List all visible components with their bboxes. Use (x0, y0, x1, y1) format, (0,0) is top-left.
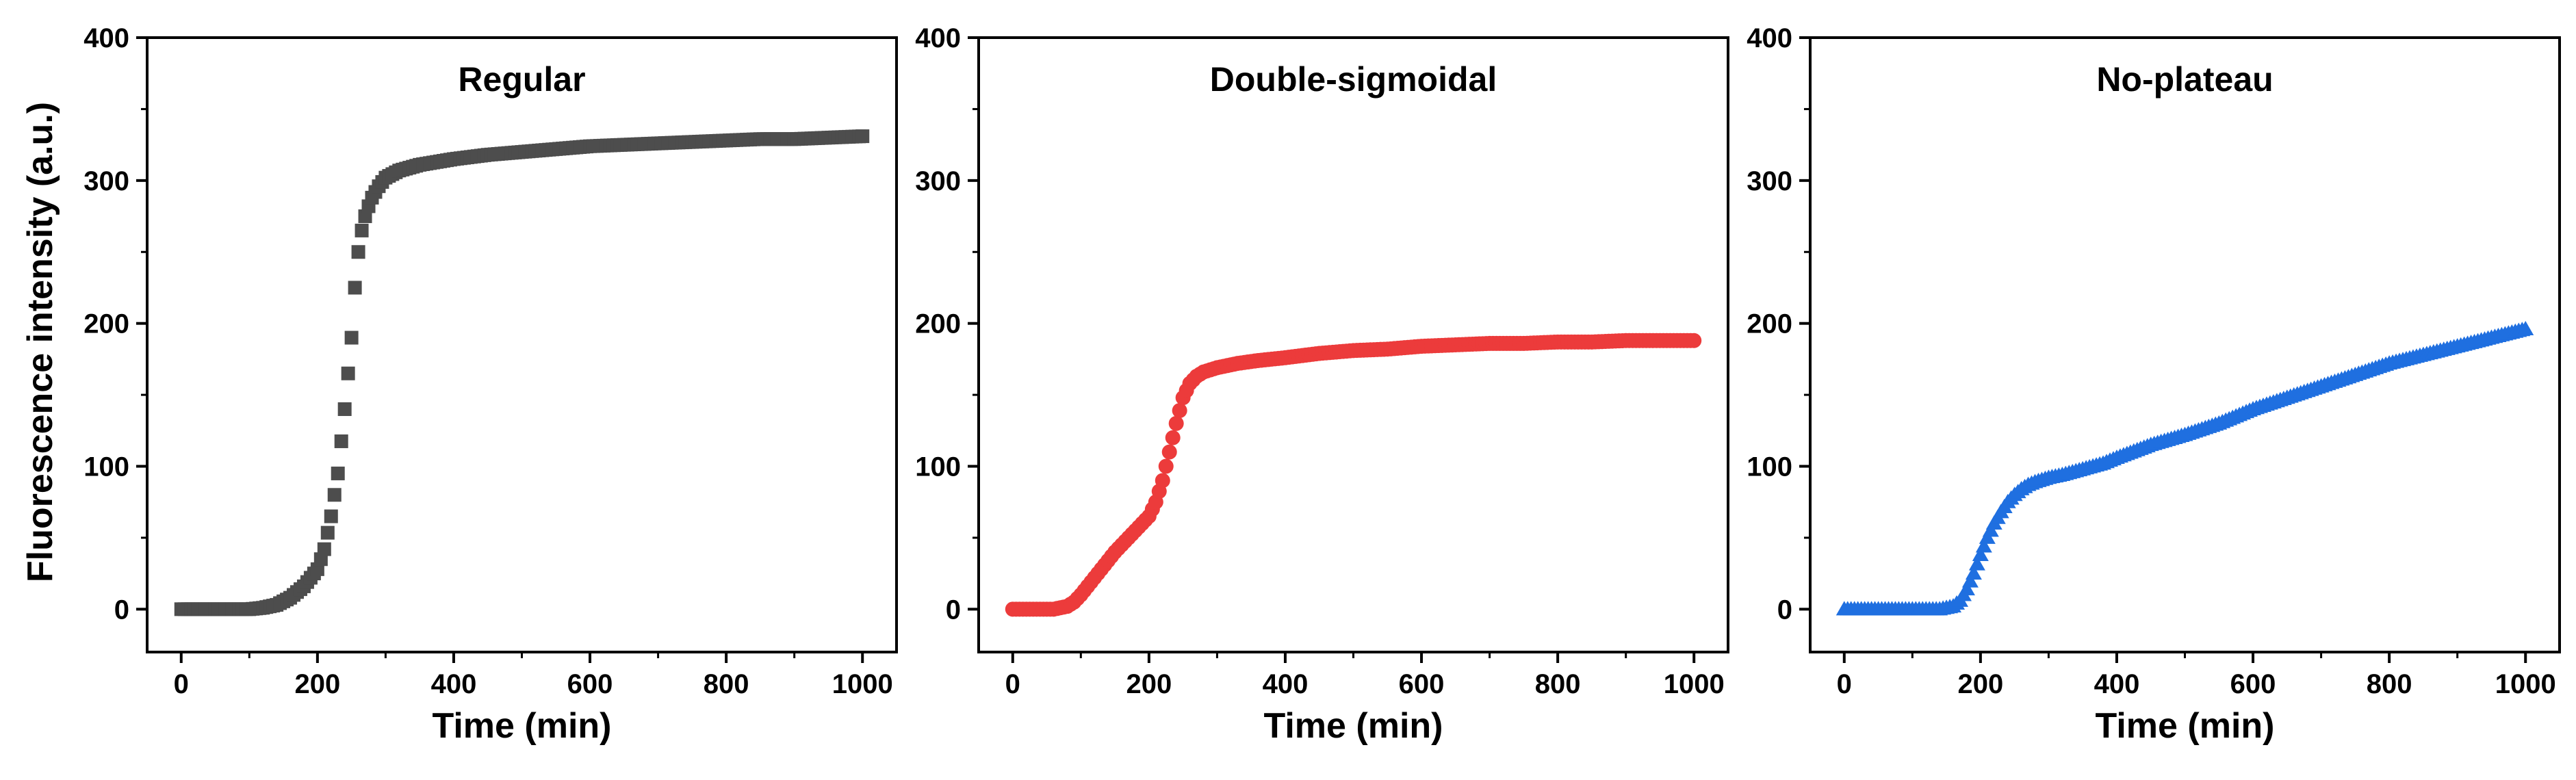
x-tick-label: 0 (1837, 669, 1852, 699)
chart-panel-2: 0 200 400 600 800 1000 0 100 200 300 400 Double-sig… (915, 23, 1729, 746)
data-point (327, 488, 342, 502)
x-tick-label: 1000 (1664, 669, 1725, 699)
x-tick-label: 400 (431, 669, 477, 699)
x-tick-label: 200 (1957, 669, 2003, 699)
data-point (334, 434, 348, 448)
data-series-circle (1005, 333, 1702, 617)
data-point (344, 330, 359, 345)
data-point (337, 402, 352, 416)
y-tick-label: 0 (946, 595, 961, 625)
data-point (1961, 573, 1979, 588)
y-axis-title: Fluorescence intensity (a.u.) (21, 102, 60, 582)
x-tick-label: 600 (1399, 669, 1445, 699)
chart-panel-3: 0 200 400 600 800 1000 0 100 200 300 400 No-plateau… (1747, 23, 2561, 746)
y-tick-label: 100 (83, 452, 129, 482)
data-point (1155, 473, 1170, 489)
y-tick-label: 100 (1747, 452, 1792, 482)
chart-panel-1: 0 200 400 600 800 1000 0 100 200 300 400 Regular Tim… (83, 23, 898, 746)
data-point (1172, 403, 1187, 419)
x-tick-label: 0 (1005, 669, 1020, 699)
panel-title: No-plateau (2096, 60, 2273, 99)
x-tick-label: 400 (1263, 669, 1309, 699)
y-tick-label: 400 (915, 23, 961, 53)
x-tick-label: 400 (2094, 669, 2140, 699)
y-tick-label: 200 (1747, 309, 1792, 339)
y-tick-label: 0 (1777, 595, 1792, 625)
data-point (1975, 538, 1992, 553)
data-point (355, 223, 369, 237)
x-axis-title: Time (min) (433, 706, 612, 746)
x-tick-label: 800 (1535, 669, 1581, 699)
data-point (1686, 333, 1702, 348)
y-tick-label: 200 (83, 309, 129, 339)
y-tick-label: 300 (83, 166, 129, 196)
panel-title: Regular (458, 60, 585, 99)
data-point (1965, 565, 1982, 580)
data-point (341, 366, 355, 380)
data-point (324, 509, 338, 523)
data-point (1158, 458, 1174, 474)
x-tick-label: 0 (174, 669, 189, 699)
data-point (320, 525, 335, 540)
data-point (1958, 581, 1975, 596)
data-point (855, 129, 870, 144)
x-tick-label: 200 (1126, 669, 1172, 699)
plot-frame (146, 36, 898, 653)
y-tick-label: 0 (114, 595, 129, 625)
x-tick-label: 600 (567, 669, 613, 699)
panel-title: Double-sigmoidal (1210, 60, 1497, 99)
x-tick-label: 800 (704, 669, 749, 699)
y-tick-label: 200 (915, 309, 961, 339)
data-point (317, 542, 331, 556)
y-tick-label: 400 (1747, 23, 1792, 53)
x-tick-label: 1000 (2495, 669, 2556, 699)
data-point (1165, 430, 1181, 445)
x-tick-label: 600 (2230, 669, 2276, 699)
data-point (1968, 556, 1985, 571)
y-tick-label: 300 (1747, 166, 1792, 196)
data-point (348, 281, 362, 295)
x-axis-title: Time (min) (2096, 706, 2275, 746)
data-point (1161, 444, 1177, 460)
data-series-triangle (1836, 321, 2534, 616)
data-point (2517, 321, 2534, 336)
data-point (1972, 546, 1989, 561)
data-point (351, 245, 365, 259)
data-point (331, 466, 345, 480)
x-axis-title: Time (min) (1264, 706, 1443, 746)
data-series-square (174, 129, 870, 616)
x-tick-label: 200 (294, 669, 340, 699)
x-tick-label: 800 (2367, 669, 2412, 699)
x-tick-label: 1000 (832, 669, 893, 699)
y-tick-label: 100 (915, 452, 961, 482)
y-tick-label: 300 (915, 166, 961, 196)
y-tick-label: 400 (83, 23, 129, 53)
data-point (1168, 415, 1184, 431)
